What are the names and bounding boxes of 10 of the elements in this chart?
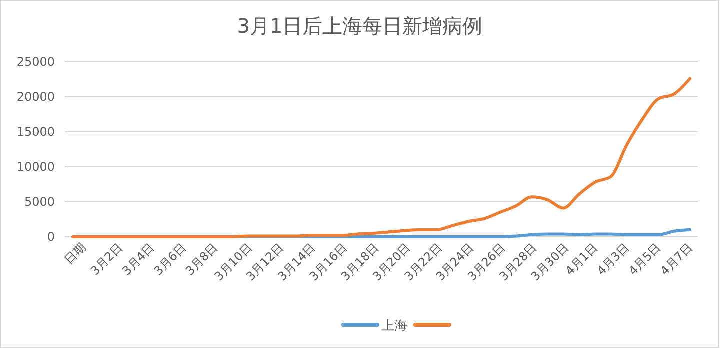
- y-tick-label: 10000: [16, 160, 55, 174]
- chart-title: 3月1日后上海每日新增病例: [237, 14, 483, 38]
- line-series: [71, 77, 692, 238]
- y-tick-label: 0: [47, 230, 55, 244]
- y-tick-label: 25000: [16, 54, 55, 69]
- y-tick-label: 15000: [16, 124, 55, 139]
- y-tick-label: 5000: [24, 194, 55, 209]
- y-tick-label: 20000: [16, 90, 55, 104]
- x-tick-label: 日期: [62, 240, 89, 268]
- legend-label: 上海: [382, 319, 408, 334]
